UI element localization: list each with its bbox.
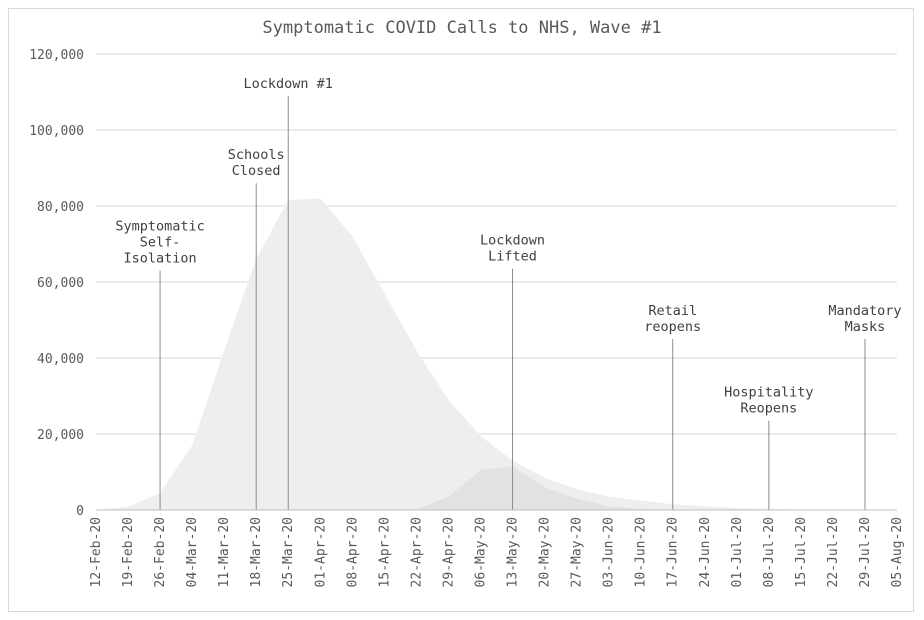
y-axis: 0 20,000 40,000 60,000 80,000 100,000 120,000 xyxy=(29,48,84,519)
series-area-1 xyxy=(96,198,897,510)
x-tick-label: 08-Jul-20 xyxy=(762,517,777,587)
x-tick-label: 15-Apr-20 xyxy=(377,517,392,587)
y-tick-label: 40,000 xyxy=(37,352,84,367)
x-tick-label: 11-Mar-20 xyxy=(217,517,232,587)
x-tick-label: 12-Feb-20 xyxy=(89,517,104,587)
annotation-label: Symptomatic xyxy=(115,219,204,235)
annotation-label: Self- xyxy=(140,235,181,251)
x-tick-label: 15-Jul-20 xyxy=(794,517,809,587)
y-tick-label: 120,000 xyxy=(29,48,84,63)
annotation-label: Mandatory xyxy=(828,303,901,319)
annotation-label: Hospitality xyxy=(724,385,813,401)
annotation-label: Schools xyxy=(228,147,285,163)
x-tick-label: 20-May-20 xyxy=(538,517,553,587)
annotation-label: Masks xyxy=(845,319,886,335)
annotation-label: Lockdown xyxy=(480,233,545,249)
annotation-label: Closed xyxy=(232,163,281,179)
x-tick-label: 29-Jul-20 xyxy=(858,517,873,587)
y-tick-label: 20,000 xyxy=(37,428,84,443)
x-tick-label: 25-Mar-20 xyxy=(281,517,296,587)
x-tick-label: 01-Apr-20 xyxy=(313,517,328,587)
x-tick-label: 03-Jun-20 xyxy=(602,517,617,587)
x-tick-label: 29-Apr-20 xyxy=(441,517,456,587)
annotation-label: Lockdown #1 xyxy=(244,76,333,92)
x-tick-label: 17-Jun-20 xyxy=(666,517,681,587)
x-tick-label: 01-Jul-20 xyxy=(730,517,745,587)
x-axis: 12-Feb-20 19-Feb-20 26-Feb-20 04-Mar-20 11-M… xyxy=(89,509,905,587)
y-tick-label: 80,000 xyxy=(37,200,84,215)
chart-title: Symptomatic COVID Calls to NHS, Wave #1 xyxy=(262,18,661,38)
x-tick-label: 04-Mar-20 xyxy=(185,517,200,587)
annotation-label: Lifted xyxy=(488,249,537,265)
x-tick-label: 27-May-20 xyxy=(570,517,585,587)
series-areas xyxy=(96,198,897,510)
series-area-2 xyxy=(96,466,897,510)
annotation-label: Retail xyxy=(648,303,697,319)
y-tick-label: 0 xyxy=(76,504,84,519)
x-tick-label: 13-May-20 xyxy=(506,517,521,587)
x-tick-label: 22-Apr-20 xyxy=(409,517,424,587)
y-tick-label: 60,000 xyxy=(37,276,84,291)
annotation-label: Isolation xyxy=(124,251,197,267)
x-tick-label: 19-Feb-20 xyxy=(121,517,136,587)
chart-frame xyxy=(8,8,914,612)
x-tick-label: 18-Mar-20 xyxy=(249,517,264,587)
x-tick-label: 05-Aug-20 xyxy=(890,517,905,587)
annotation-label: reopens xyxy=(644,319,701,335)
x-tick-label: 06-May-20 xyxy=(473,517,488,587)
x-tick-label: 08-Apr-20 xyxy=(345,517,360,587)
x-tick-label: 24-Jun-20 xyxy=(698,517,713,587)
x-tick-label: 10-Jun-20 xyxy=(634,517,649,587)
x-tick-label: 22-Jul-20 xyxy=(826,517,841,587)
x-tick-label: 26-Feb-20 xyxy=(153,517,168,587)
y-tick-label: 100,000 xyxy=(29,124,84,139)
annotation-label: Reopens xyxy=(740,401,797,417)
